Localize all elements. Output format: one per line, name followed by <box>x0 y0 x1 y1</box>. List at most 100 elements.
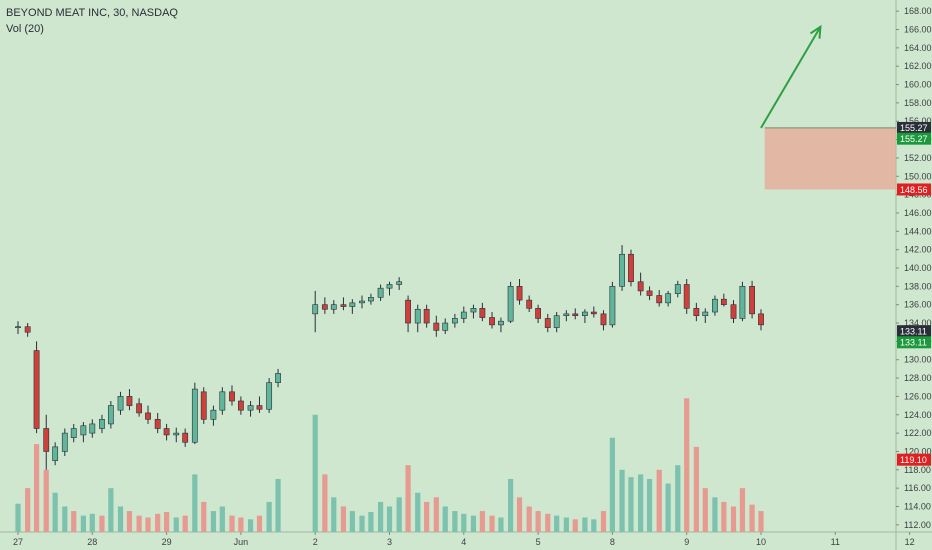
candle-up <box>52 442 59 466</box>
candle-down <box>145 405 151 424</box>
volume-bar <box>136 515 142 532</box>
price-badge-label: 133.11 <box>900 338 927 348</box>
candle-body <box>712 298 718 313</box>
volume-bar <box>628 477 634 532</box>
candle-down <box>489 312 495 329</box>
candle-body <box>590 311 597 315</box>
volume-bar <box>210 511 217 532</box>
volume-bar <box>609 437 615 532</box>
volume-bar <box>182 515 188 532</box>
candle-body <box>516 286 523 301</box>
candle-body <box>89 423 96 434</box>
price-badge <box>897 132 931 145</box>
volume-bar <box>739 488 746 532</box>
candle-down <box>200 387 207 424</box>
candle-down <box>340 297 347 311</box>
volume-bar <box>99 515 105 532</box>
volume-bar <box>117 506 124 532</box>
candle-body <box>99 419 105 429</box>
candle-body <box>507 286 514 322</box>
y-tick-label: 146.00 <box>904 208 932 218</box>
y-tick-label: 116.00 <box>904 483 931 493</box>
price-badge-label: 119.10 <box>900 455 927 465</box>
candle-body <box>61 432 68 452</box>
volume-bar <box>508 478 514 532</box>
candle-body <box>359 300 365 304</box>
candle-up <box>191 382 198 445</box>
price-badge-label: 133.11 <box>900 326 927 336</box>
volume-bar <box>201 501 207 532</box>
candle-up <box>665 290 672 307</box>
candle-body <box>154 419 161 429</box>
volume-bar <box>498 517 504 532</box>
candle-body <box>229 391 235 402</box>
volume-bar <box>192 474 198 532</box>
candle-up <box>247 401 254 417</box>
candle-up <box>349 299 356 314</box>
y-tick-label: 164.00 <box>904 43 932 53</box>
candle-down <box>163 423 170 441</box>
chart-legend: BEYOND MEAT INC, 30, NASDAQ Vol (20) <box>6 5 178 37</box>
candle-body <box>405 299 411 324</box>
y-tick-label: 158.00 <box>904 98 932 108</box>
price-badge-label: 155.27 <box>900 134 928 144</box>
candle-down <box>516 279 523 305</box>
candle-down <box>229 385 235 406</box>
volume-bar <box>452 511 458 532</box>
volume-bar <box>322 474 328 532</box>
volume-bar <box>219 506 225 532</box>
candle-up <box>739 281 746 322</box>
candle-up <box>460 306 467 324</box>
candle-body <box>349 302 356 307</box>
candle-body <box>656 295 663 304</box>
volume-bar <box>15 503 21 532</box>
candle-up <box>107 401 114 429</box>
candle-body <box>219 391 226 411</box>
volume-bar <box>600 511 607 532</box>
candle-body <box>43 428 50 452</box>
y-tick-label: 112.00 <box>904 520 931 530</box>
candle-body <box>266 382 273 410</box>
candle-body <box>330 304 337 310</box>
candle-up <box>99 414 105 434</box>
price-badge <box>897 183 931 196</box>
candle-body <box>665 293 672 304</box>
candle-body <box>749 286 755 315</box>
x-tick-label: 29 <box>162 537 172 547</box>
candle-down <box>637 272 644 296</box>
volume-bar <box>470 515 477 532</box>
candle-up <box>507 281 514 324</box>
candle-body <box>470 308 477 313</box>
candle-down <box>526 295 533 313</box>
candle-down <box>572 308 579 320</box>
price-badge-label: 155.27 <box>900 123 928 133</box>
candle-body <box>628 253 634 283</box>
candle-down <box>749 280 755 319</box>
candle-body <box>256 405 263 410</box>
candle-body <box>191 388 198 443</box>
candle-body <box>451 318 458 324</box>
candle-up <box>712 295 718 316</box>
candle-body <box>368 297 374 302</box>
candle-body <box>619 253 625 287</box>
y-tick-label: 136.00 <box>904 300 932 310</box>
candle-up <box>275 368 281 388</box>
candle-body <box>544 318 551 328</box>
candle-down <box>405 295 411 333</box>
volume-bar <box>619 469 625 532</box>
volume-bar <box>433 497 439 532</box>
candle-up <box>386 281 393 296</box>
candle-body <box>582 311 588 316</box>
candle-body <box>247 405 254 411</box>
volume-bar <box>461 513 467 532</box>
y-tick-label: 162.00 <box>904 61 932 71</box>
candle-up <box>396 277 403 291</box>
volume-bar <box>665 483 671 532</box>
y-tick-label: 122.00 <box>904 428 932 438</box>
y-tick-label: 156.00 <box>904 116 932 126</box>
x-tick-label: Jun <box>234 537 249 547</box>
candle-body <box>600 313 607 326</box>
candle-up <box>266 378 273 413</box>
